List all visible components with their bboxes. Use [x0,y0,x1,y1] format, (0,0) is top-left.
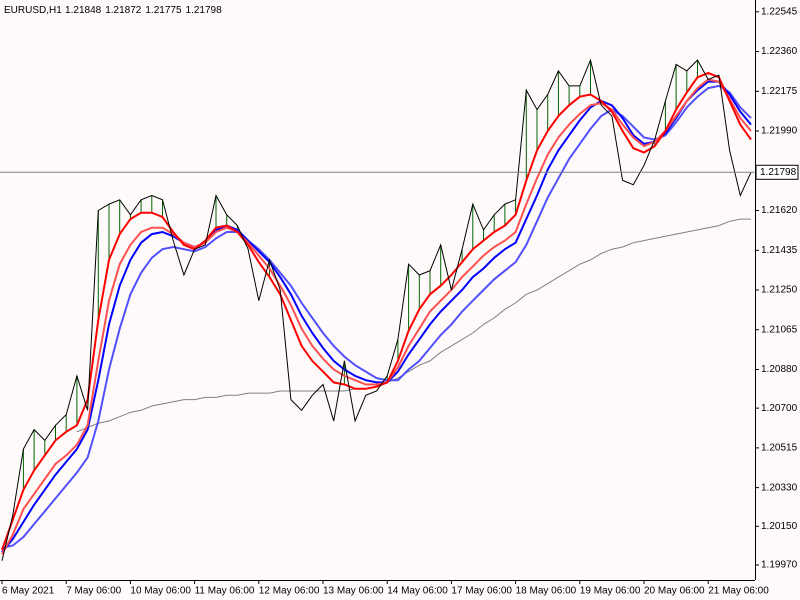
y-tick-label: 1.21990 [761,126,798,137]
moving-average [1,78,752,555]
y-tick-label: 1.20150 [761,521,798,532]
x-tick-label: 21 May 06:00 [708,586,769,597]
moving-average [1,84,752,549]
y-tick-label: 1.21250 [761,285,798,296]
y-tick-label: 1.20515 [761,443,798,454]
y-tick-label: 1.21435 [761,245,798,256]
x-tick-label: 17 May 06:00 [451,586,512,597]
current-price-box [755,164,799,180]
y-tick-label: 1.20330 [761,482,798,493]
moving-average [1,80,752,553]
x-tick-label: 6 May 2021 [2,586,55,597]
x-tick-label: 7 May 06:00 [66,586,121,597]
x-tick-label: 19 May 06:00 [580,586,641,597]
y-tick-label: 1.21620 [761,205,798,216]
chart-header: EURUSD,H1 1.21848 1.21872 1.21775 1.21798 [4,5,222,16]
x-tick-label: 18 May 06:00 [516,586,577,597]
y-tick-label: 1.20880 [761,364,798,375]
moving-average [76,218,751,433]
x-tick-label: 14 May 06:00 [387,586,448,597]
y-tick-label: 1.19970 [761,560,798,571]
low: 1.21775 [145,5,182,16]
x-tick-label: 13 May 06:00 [323,586,384,597]
y-tick-label: 1.22175 [761,86,798,97]
high: 1.21872 [105,5,142,16]
y-tick-label: 1.20700 [761,403,798,414]
moving-average [1,71,752,551]
current-price-label: 1.21798 [760,167,797,178]
y-tick-label: 1.22545 [761,6,798,17]
x-tick-label: 20 May 06:00 [644,586,705,597]
y-tick-label: 1.21065 [761,324,798,335]
close: 1.21798 [186,5,223,16]
open: 1.21848 [65,5,102,16]
x-tick-label: 12 May 06:00 [259,586,320,597]
y-tick-label: 1.22360 [761,46,798,57]
symbol: EURUSD,H1 [4,5,62,16]
price-line [1,58,752,561]
x-tick-label: 11 May 06:00 [195,586,255,597]
x-tick-label: 10 May 06:00 [130,586,191,597]
